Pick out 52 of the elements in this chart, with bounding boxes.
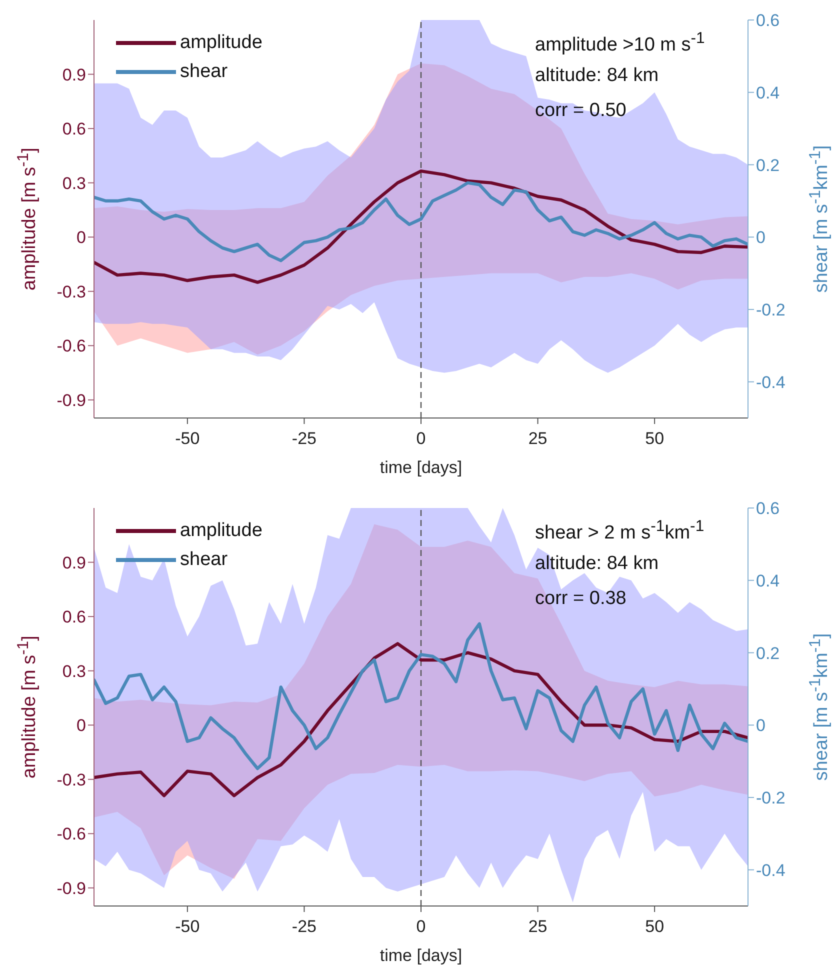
legend-label: shear <box>180 548 228 572</box>
line-series <box>94 642 748 798</box>
y2-tick-label: 0.2 <box>756 644 780 663</box>
x-axis-title: time [days] <box>380 458 462 478</box>
y-tick-label: 0 <box>76 716 86 736</box>
x-tick-label: 25 <box>528 429 548 448</box>
x-tick-label: -50 <box>175 429 200 448</box>
x-tick-label: -25 <box>292 429 317 448</box>
y2-tick-label: 0 <box>756 716 766 736</box>
x-tick-label: 25 <box>528 917 548 936</box>
y2-tick-label: -0.4 <box>756 372 786 392</box>
legend-label: amplitude <box>180 519 262 543</box>
legend-label: shear <box>180 60 228 84</box>
annotation: altitude: 84 km <box>535 553 659 575</box>
y-tick-label: -0.9 <box>56 878 86 898</box>
x-tick-label: -25 <box>292 917 317 936</box>
y-tick-label: -0.9 <box>56 390 86 410</box>
annotation: altitude: 84 km <box>535 65 659 87</box>
y2-tick-label: -0.4 <box>756 860 786 880</box>
annotation: corr = 0.50 <box>535 100 626 122</box>
y-tick-label: 0.6 <box>62 608 86 627</box>
annotation: corr = 0.38 <box>535 588 626 610</box>
x-tick-label: 50 <box>645 917 664 936</box>
y2-tick-label: 0 <box>756 228 766 248</box>
x-tick-label: 50 <box>645 429 664 448</box>
y-tick-label: -0.3 <box>56 282 86 302</box>
annotation: shear > 2 m s$^{-1}$km$^{-1}$ <box>535 518 704 544</box>
y2-tick-label: 0.6 <box>756 11 780 30</box>
y-tick-label: -0.6 <box>56 824 86 844</box>
y-tick-label: 0.6 <box>62 120 86 139</box>
y-tick-label: -0.3 <box>56 770 86 790</box>
annotation: amplitude >10 m s$^{-1}$ <box>535 30 705 56</box>
y-tick-label: 0.3 <box>62 174 86 193</box>
y2-tick-label: 0.2 <box>756 156 780 175</box>
y2-tick-label: -0.2 <box>756 300 786 320</box>
line-series <box>94 622 748 770</box>
line-series <box>94 181 748 262</box>
x-tick-label: -50 <box>175 917 200 936</box>
legend-label: amplitude <box>180 31 262 55</box>
y-tick-label: 0.3 <box>62 662 86 681</box>
y-tick-label: 0.9 <box>62 553 86 572</box>
y2-tick-label: -0.2 <box>756 788 786 808</box>
line-series <box>94 169 748 284</box>
x-tick-label: 0 <box>416 917 426 936</box>
y2-tick-label: 0.4 <box>756 571 780 590</box>
y2-tick-label: 0.4 <box>756 83 780 102</box>
y2-tick-label: 0.6 <box>756 499 780 518</box>
y-tick-label: 0.9 <box>62 65 86 84</box>
y-tick-label: 0 <box>76 228 86 248</box>
x-tick-label: 0 <box>416 429 426 448</box>
x-axis-title: time [days] <box>380 946 462 966</box>
y-tick-label: -0.6 <box>56 336 86 356</box>
